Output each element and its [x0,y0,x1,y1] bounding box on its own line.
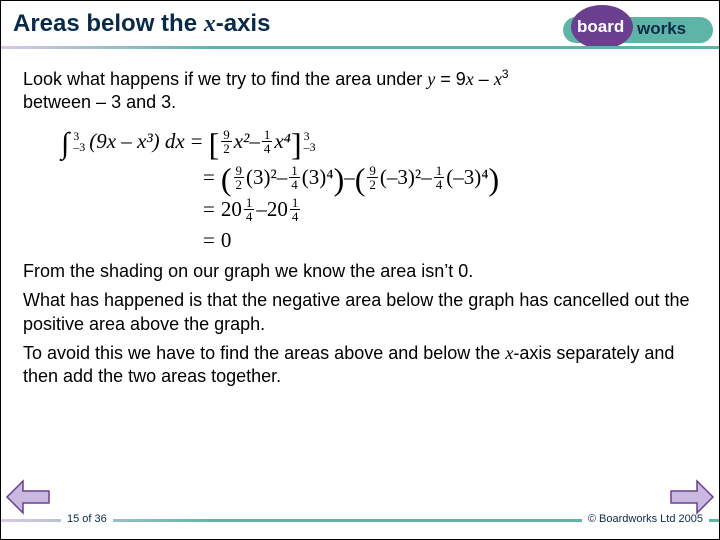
body-p3: To avoid this we have to find the areas … [23,342,697,389]
title-pre: Areas below the [13,10,204,37]
body-p1: From the shading on our graph we know th… [23,260,697,283]
footer: 15 of 36 © Boardworks Ltd 2005 [1,501,719,539]
intro-text: Look what happens if we try to find the … [23,67,697,115]
math-line-1: ∫ 3 –3 (9x – x³) dx = [ 92 x² – 14 x⁴ ] … [61,125,697,159]
slide: Areas below the x-axis board works Look … [0,0,720,540]
next-arrow-button[interactable] [669,479,715,515]
title-post: -axis [216,10,271,37]
page-number: 15 of 36 [61,513,113,525]
logo-text-board: board [577,17,624,37]
math-line-2: = ( 92 (3)² – 14 (3)⁴ ) – ( 92 (–3)² – 1… [197,164,697,191]
body-p2: What has happened is that the negative a… [23,289,697,336]
content-area: Look what happens if we try to find the … [1,49,719,389]
math-line-4: = 0 [197,228,697,253]
prev-arrow-button[interactable] [5,479,51,515]
integral-icon: ∫ [61,127,69,161]
title-underline [1,46,719,49]
arrow-left-icon [5,479,51,515]
math-line-3: = 20 14 – 20 14 [197,196,697,223]
title-var: x [204,11,216,37]
math-derivation: ∫ 3 –3 (9x – x³) dx = [ 92 x² – 14 x⁴ ] … [23,121,697,260]
logo-text-works: works [637,19,686,39]
arrow-right-icon [669,479,715,515]
slide-title: Areas below the x-axis [13,10,270,38]
title-bar: Areas below the x-axis board works [1,1,719,49]
